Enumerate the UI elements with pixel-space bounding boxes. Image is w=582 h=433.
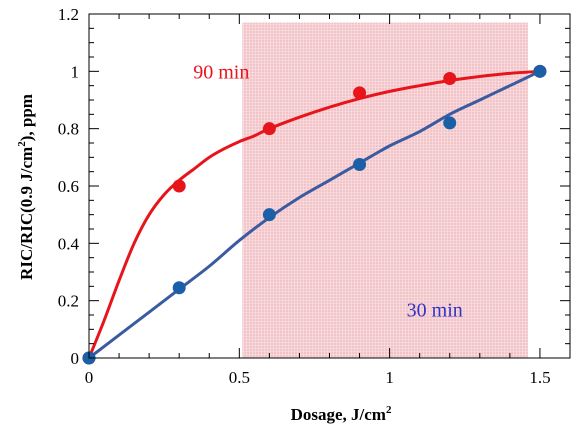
series-label-90min: 90 min	[193, 61, 249, 83]
x-axis-label: Dosage, J/cm2	[291, 404, 392, 424]
fit-curve-90min	[87, 69, 541, 359]
series-label-30min: 30 min	[407, 299, 463, 321]
y-tick-label-0: 0	[71, 349, 80, 368]
y-axis-label: RIC/RIC(0.9 J/cm2), ppm	[16, 94, 36, 280]
shaded-region-layer	[242, 22, 528, 358]
data-point-30min-1	[172, 281, 186, 295]
x-tick-label-1: 0.5	[229, 368, 250, 387]
data-point-30min-3	[353, 158, 367, 171]
fit-curve-30min	[88, 69, 541, 360]
y-tick-label-5: 1	[71, 62, 80, 81]
y-tick-label-4: 0.8	[58, 120, 79, 139]
y-tick-label-2: 0.4	[58, 234, 80, 253]
x-tick-label-3: 1.5	[529, 368, 550, 387]
data-point-90min-4	[443, 72, 457, 85]
data-points-layer	[82, 64, 547, 365]
fit-curves-layer	[87, 69, 541, 360]
y-tick-label-3: 0.6	[58, 177, 79, 196]
data-point-30min-4	[443, 116, 457, 130]
data-point-90min-3	[353, 86, 367, 100]
annotations-layer: 90 min 30 min	[193, 61, 463, 321]
data-point-30min-2	[262, 208, 276, 222]
data-point-90min-1	[172, 179, 186, 193]
data-point-30min-5	[533, 64, 547, 78]
x-tick-label-2: 1	[385, 368, 394, 387]
ticks-layer: 0 0.5 1 1.5 0 0.2 0.4 0.6 0.8 1 1.2	[58, 5, 570, 387]
shaded-region	[242, 22, 528, 358]
data-point-90min-2	[262, 122, 276, 136]
y-tick-label-6: 1.2	[58, 5, 79, 24]
x-tick-label-0: 0	[85, 368, 94, 387]
y-tick-label-1: 0.2	[58, 292, 79, 311]
